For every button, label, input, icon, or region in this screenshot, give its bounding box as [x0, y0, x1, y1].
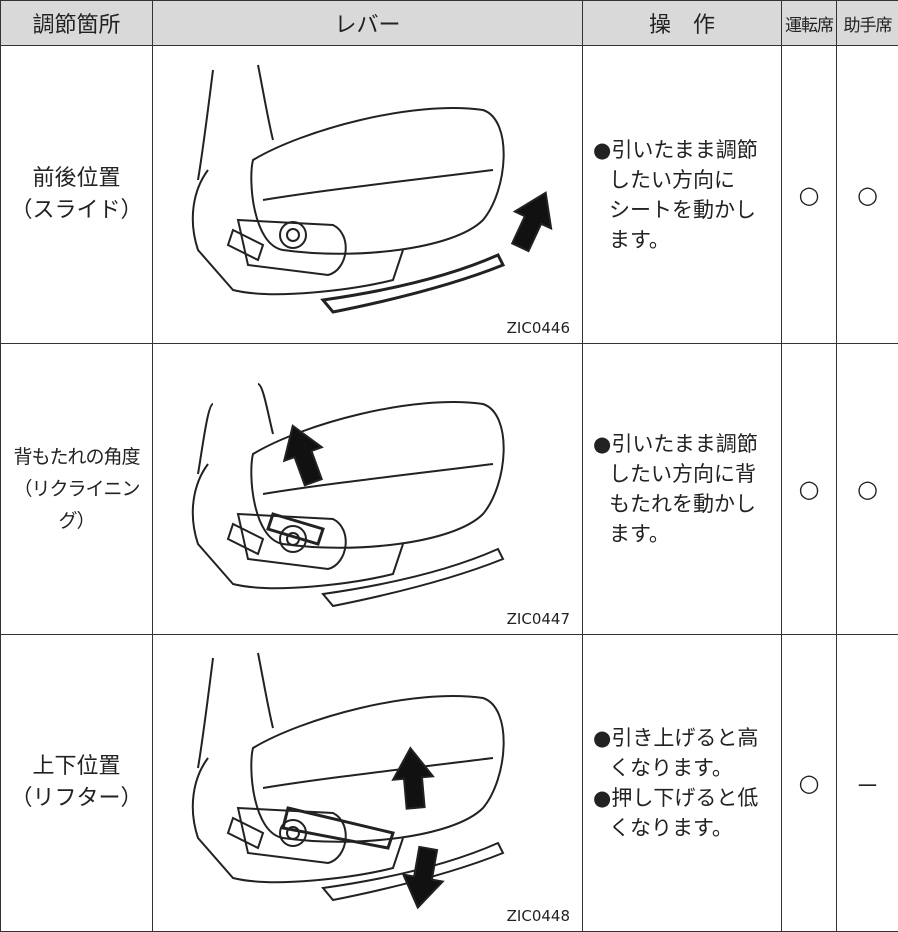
seat-illustration: [153, 344, 583, 634]
table-row: 前後位置（スライド） ZIC0446 ●引いたまま調節したい方向にシートを動かしま…: [1, 46, 898, 344]
figure-code: ZIC0446: [507, 319, 570, 337]
operation-cell: ●引き上げると高くなります。●押し下げると低くなります。: [583, 635, 782, 932]
operation-text: くなります。: [593, 813, 781, 843]
operation-text: ●押し下げると低: [593, 783, 781, 813]
header-cell: 操 作: [583, 1, 782, 46]
location-text: （スライド）: [1, 195, 152, 227]
location-cell: 上下位置（リフター）: [1, 635, 153, 932]
operation-text: ●引き上げると高: [593, 723, 781, 753]
seat-illustration: [153, 50, 583, 340]
location-text: 背もたれの角度: [1, 441, 152, 473]
operation-text: ます。: [593, 225, 781, 255]
passenger-mark: ○: [837, 344, 898, 635]
table-row: 背もたれの角度（リクライニング） ZIC0447 ●引いたまま調節したい方向に背も…: [1, 344, 898, 635]
location-text: （リフター）: [1, 783, 152, 815]
operation-text: シートを動かし: [593, 195, 781, 225]
header-cell: 運転席: [782, 1, 837, 46]
driver-mark: ○: [782, 344, 837, 635]
header-cell: 助手席: [837, 1, 898, 46]
operation-text: ます。: [593, 519, 781, 549]
passenger-mark: －: [837, 635, 898, 932]
table-row: 上下位置（リフター） ZIC0448 ●引き上げると高くなります。●押し下げると低…: [1, 635, 898, 932]
operation-cell: ●引いたまま調節したい方向にシートを動かします。: [583, 46, 782, 344]
operation-text: したい方向に背: [593, 459, 781, 489]
location-text: 上下位置: [1, 751, 152, 783]
location-text: （リクライニング）: [1, 473, 152, 537]
header-cell: レバー: [153, 1, 583, 46]
operation-text: ●引いたまま調節: [593, 135, 781, 165]
header-row: 調節箇所レバー操 作運転席助手席: [1, 1, 898, 46]
driver-mark: ○: [782, 635, 837, 932]
operation-text: ●引いたまま調節: [593, 429, 781, 459]
location-cell: 前後位置（スライド）: [1, 46, 153, 344]
seat-illustration: [153, 638, 583, 928]
operation-text: くなります。: [593, 753, 781, 783]
passenger-mark: ○: [837, 46, 898, 344]
lever-cell: ZIC0446: [153, 46, 583, 344]
operation-cell: ●引いたまま調節したい方向に背もたれを動かします。: [583, 344, 782, 635]
figure-code: ZIC0447: [507, 610, 570, 628]
lever-cell: ZIC0448: [153, 635, 583, 932]
operation-text: したい方向に: [593, 165, 781, 195]
location-text: 前後位置: [1, 163, 152, 195]
table-body: 前後位置（スライド） ZIC0446 ●引いたまま調節したい方向にシートを動かしま…: [1, 46, 898, 932]
figure-code: ZIC0448: [507, 907, 570, 925]
operation-text: もたれを動かし: [593, 489, 781, 519]
header-cell: 調節箇所: [1, 1, 153, 46]
driver-mark: ○: [782, 46, 837, 344]
lever-cell: ZIC0447: [153, 344, 583, 635]
location-cell: 背もたれの角度（リクライニング）: [1, 344, 153, 635]
